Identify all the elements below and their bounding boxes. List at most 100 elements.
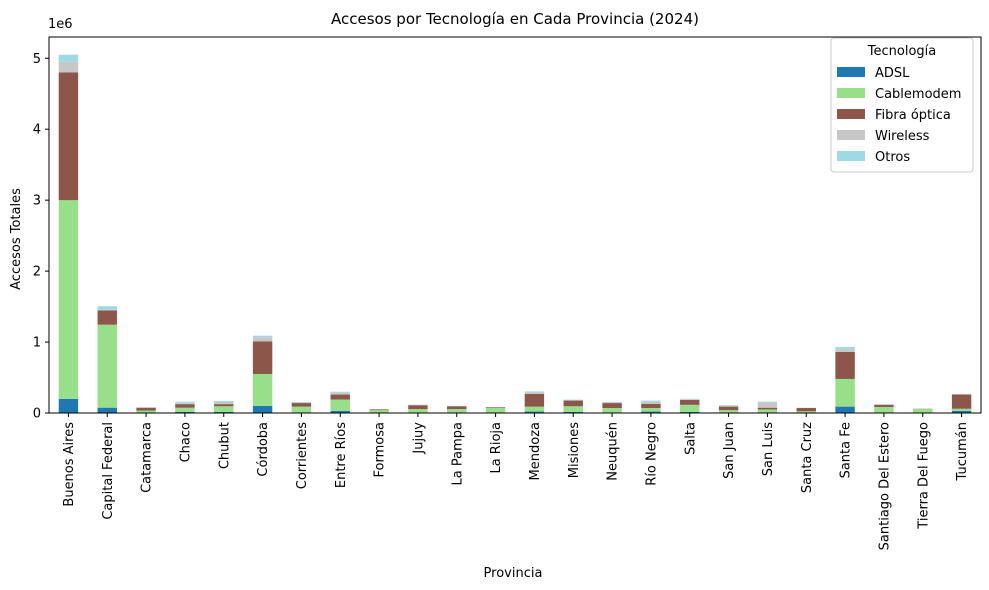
bar-cablemodem-6: [291, 406, 312, 413]
x-tick-label: San Luis: [761, 422, 776, 476]
x-tick-label: Catamarca: [140, 422, 155, 493]
bar-fibra-ptica-4: [214, 404, 234, 407]
y-tick-label: 2: [33, 265, 41, 280]
bar-fibra-ptica-21: [874, 404, 894, 407]
bar-cablemodem-1: [97, 324, 117, 408]
bar-cablemodem-17: [718, 410, 739, 413]
x-tick-label: San Juan: [722, 422, 737, 479]
bar-cablemodem-22: [913, 408, 933, 413]
bar-fibra-ptica-20: [835, 351, 855, 379]
bar-fibra-ptica-17: [718, 406, 739, 411]
bar-wireless-6: [291, 402, 312, 404]
bar-fibra-ptica-23: [951, 394, 972, 409]
legend-label: Otros: [875, 150, 910, 165]
y-tick-label: 1: [33, 336, 41, 351]
bar-otros-18: [757, 401, 778, 403]
x-axis-label: Provincia: [484, 566, 543, 581]
x-tick-label: Santa Cruz: [800, 422, 815, 493]
bar-cablemodem-19: [796, 411, 816, 413]
bar-cablemodem-3: [175, 407, 195, 412]
x-tick-label: Chaco: [178, 422, 193, 462]
legend-label: Fibra óptica: [875, 108, 951, 123]
bar-cablemodem-20: [835, 378, 855, 407]
x-tick-label: Neuquén: [606, 422, 621, 481]
x-tick-label: La Pampa: [450, 422, 465, 485]
bar-fibra-ptica-1: [97, 310, 117, 325]
legend-swatch-fibra-ptica: [837, 109, 865, 119]
bar-cablemodem-8: [369, 410, 389, 413]
bar-fibra-ptica-9: [408, 405, 428, 410]
y-tick-label: 4: [33, 123, 41, 138]
bar-fibra-ptica-2: [136, 407, 156, 411]
x-tick-label: Capital Federal: [101, 422, 116, 520]
x-tick-label: Entre Ríos: [334, 422, 349, 488]
x-tick-label: Tierra Del Fuego: [916, 422, 931, 530]
legend-label: Cablemodem: [875, 87, 961, 102]
bar-fibra-ptica-15: [641, 403, 661, 409]
x-tick-label: Río Negro: [644, 422, 659, 486]
y-tick-label: 5: [33, 52, 41, 67]
x-tick-label: Corrientes: [295, 422, 310, 489]
bar-cablemodem-10: [447, 409, 467, 413]
x-tick-label: Córdoba: [256, 422, 271, 477]
legend-swatch-wireless: [837, 130, 865, 140]
x-tick-label: La Rioja: [489, 422, 504, 474]
bar-cablemodem-7: [330, 399, 350, 411]
y-tick-label: 3: [33, 194, 41, 209]
bar-fibra-ptica-5: [252, 341, 273, 374]
x-axis: Buenos Aires Capital Federal Catamarca Chac…: [62, 413, 970, 550]
bar-otros-20: [835, 347, 855, 350]
bar-cablemodem-4: [214, 406, 234, 412]
bar-otros-12: [524, 391, 545, 393]
y-axis-label: Accesos Totales: [9, 188, 24, 290]
bar-otros-3: [175, 401, 195, 403]
bar-adsl-0: [58, 398, 79, 413]
bar-wireless-16: [680, 399, 700, 400]
bar-wireless-0: [58, 61, 79, 73]
x-tick-label: Chubut: [217, 422, 232, 469]
bar-wireless-4: [214, 402, 234, 405]
x-tick-label: Santa Fe: [839, 422, 854, 478]
bar-adsl-23: [951, 410, 972, 413]
legend-title: Tecnología: [867, 44, 936, 59]
bar-cablemodem-14: [602, 408, 622, 413]
bar-fibra-ptica-14: [602, 403, 622, 409]
y-offset-label: 1e6: [48, 17, 73, 32]
bar-adsl-3: [175, 411, 195, 413]
bar-fibra-ptica-12: [524, 393, 545, 407]
bar-fibra-ptica-0: [58, 72, 79, 201]
x-tick-label: Santiago Del Estero: [877, 422, 892, 550]
bar-cablemodem-13: [563, 406, 583, 412]
bar-otros-4: [214, 400, 234, 403]
bar-cablemodem-15: [641, 408, 661, 412]
bar-cablemodem-18: [757, 409, 778, 413]
bar-cablemodem-16: [680, 404, 700, 412]
bar-cablemodem-12: [524, 406, 545, 412]
bar-fibra-ptica-3: [175, 404, 195, 408]
bar-adsl-15: [641, 411, 661, 413]
bar-wireless-15: [641, 401, 661, 404]
bar-otros-5: [252, 335, 273, 338]
bar-fibra-ptica-10: [447, 406, 467, 410]
bar-fibra-ptica-11: [485, 407, 506, 409]
legend-swatch-otros: [837, 151, 865, 161]
x-tick-label: Buenos Aires: [62, 422, 77, 507]
bar-fibra-ptica-16: [680, 399, 700, 405]
bar-otros-15: [641, 400, 661, 402]
bar-fibra-ptica-19: [796, 408, 816, 412]
bar-adsl-12: [524, 411, 545, 413]
bar-fibra-ptica-7: [330, 394, 350, 400]
bar-adsl-20: [835, 406, 855, 413]
x-tick-label: Jujuy: [411, 422, 426, 455]
x-tick-label: Mendoza: [528, 422, 543, 480]
bar-wireless-7: [330, 392, 350, 395]
x-tick-label: Tucumán: [955, 422, 970, 481]
legend-box: [830, 37, 974, 173]
bar-otros-1: [97, 306, 117, 310]
bar-wireless-1: [97, 309, 117, 311]
bar-cablemodem-5: [252, 373, 273, 406]
bar-wireless-3: [175, 402, 195, 405]
legend: Tecnología ADSL Cablemodem Fibra óptica Wir…: [830, 37, 974, 173]
bar-cablemodem-11: [485, 408, 506, 413]
bar-wireless-17: [718, 405, 739, 407]
